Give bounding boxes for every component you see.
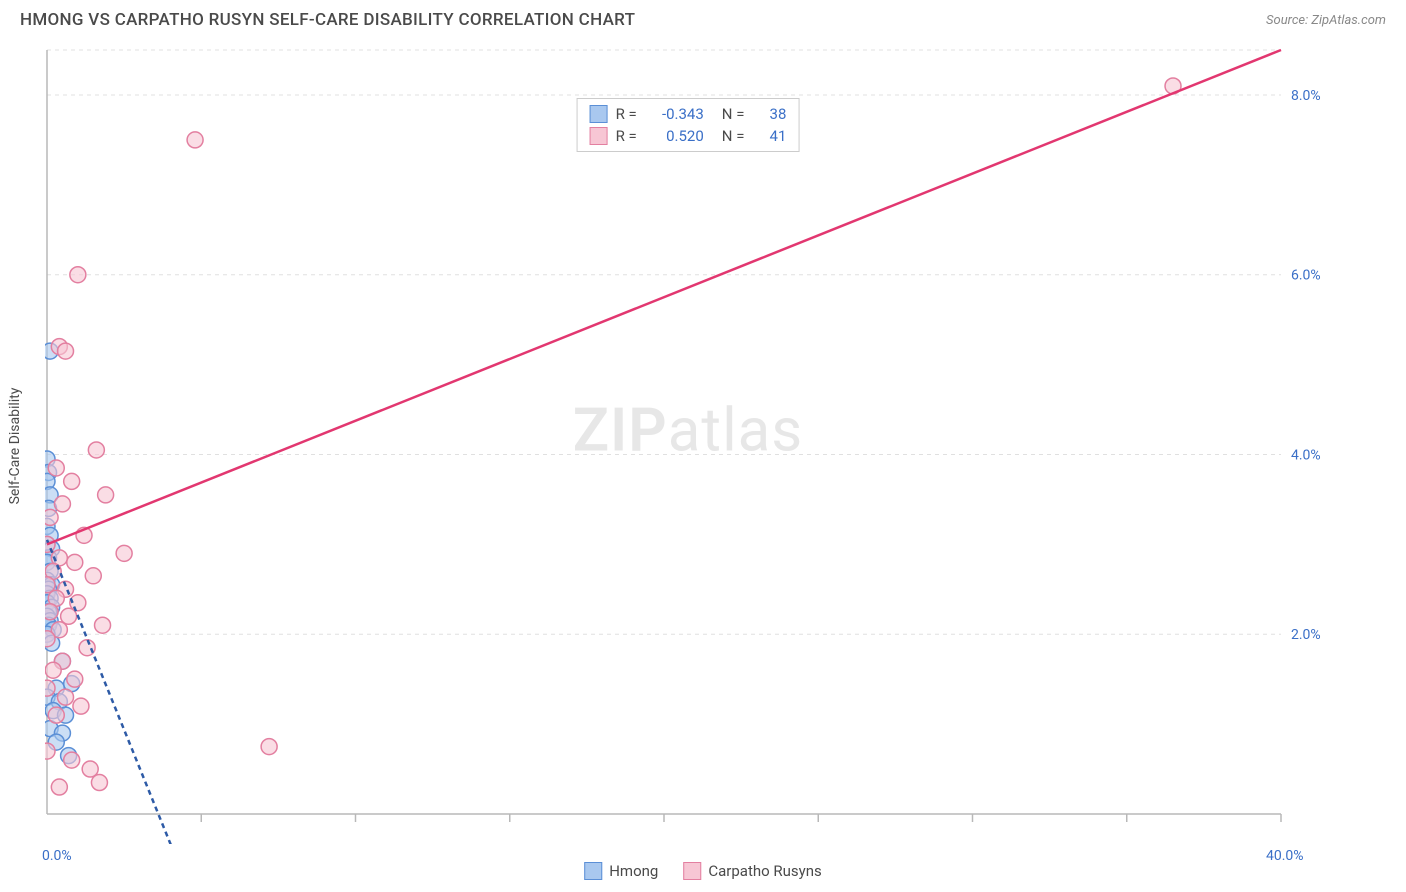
legend-label-carpatho: Carpatho Rusyns: [708, 862, 821, 880]
scatter-chart: 2.0% 4.0% 6.0% 8.0%: [45, 48, 1331, 844]
x-axis-origin-label: 0.0%: [42, 848, 72, 864]
source-attribution: Source: ZipAtlas.com: [1266, 13, 1386, 28]
n-value-carpatho: 41: [756, 127, 786, 145]
series-legend: Hmong Carpatho Rusyns: [584, 862, 822, 880]
chart-container: 2.0%4.0%6.0%8.0% ZIPatlas R = -0.343 N =…: [45, 48, 1331, 844]
r-value-hmong: -0.343: [649, 105, 704, 123]
legend-item-hmong: Hmong: [584, 862, 658, 880]
swatch-hmong: [584, 862, 602, 880]
legend-label-hmong: Hmong: [609, 862, 658, 880]
chart-header: HMONG VS CARPATHO RUSYN SELF-CARE DISABI…: [0, 0, 1406, 35]
n-label: N =: [722, 105, 745, 123]
swatch-carpatho: [683, 862, 701, 880]
svg-text:8.0%: 8.0%: [1291, 88, 1321, 104]
svg-text:6.0%: 6.0%: [1291, 268, 1321, 284]
swatch-hmong: [590, 105, 608, 123]
legend-item-carpatho: Carpatho Rusyns: [683, 862, 821, 880]
svg-text:4.0%: 4.0%: [1291, 447, 1321, 463]
stats-legend: R = -0.343 N = 38 R = 0.520 N = 41: [577, 98, 800, 152]
r-label: R =: [616, 105, 637, 123]
svg-text:2.0%: 2.0%: [1291, 627, 1321, 643]
swatch-carpatho: [590, 127, 608, 145]
x-axis-max-label: 40.0%: [1266, 848, 1304, 864]
n-label: N =: [722, 127, 745, 145]
r-label: R =: [616, 127, 637, 145]
y-axis-label: Self-Care Disability: [7, 388, 23, 505]
stats-legend-row-carpatho: R = 0.520 N = 41: [590, 125, 787, 147]
chart-title: HMONG VS CARPATHO RUSYN SELF-CARE DISABI…: [20, 10, 635, 30]
stats-legend-row-hmong: R = -0.343 N = 38: [590, 103, 787, 125]
r-value-carpatho: 0.520: [649, 127, 704, 145]
n-value-hmong: 38: [756, 105, 786, 123]
